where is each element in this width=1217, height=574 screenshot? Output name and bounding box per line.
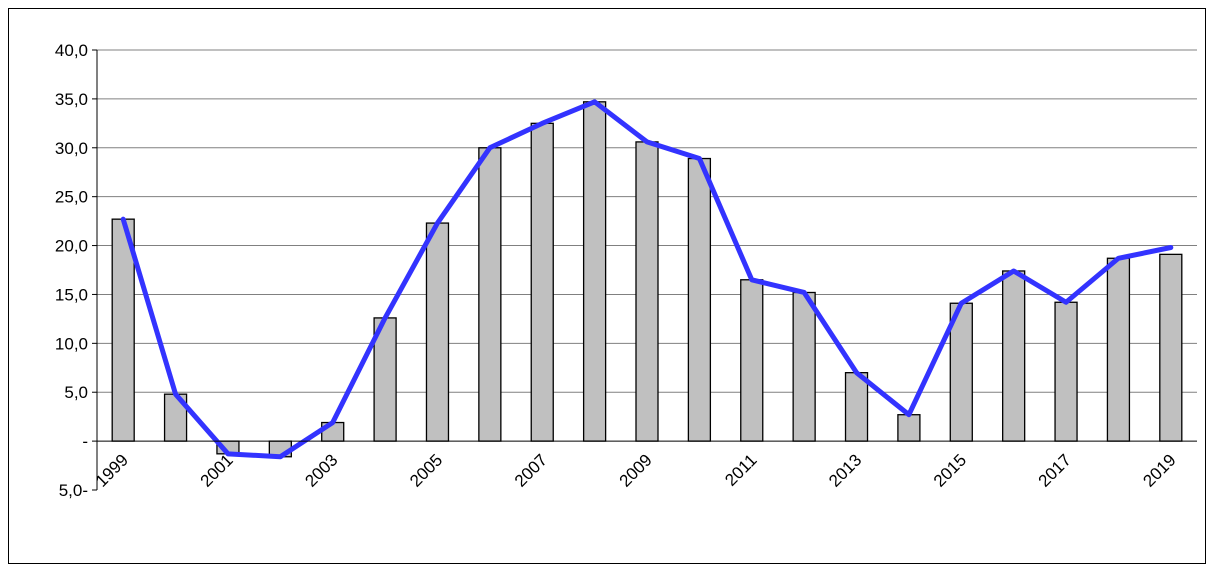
bar: [844, 372, 869, 442]
x-tick-label: 2019: [1139, 451, 1179, 491]
bar: [478, 147, 502, 442]
x-tick-label: 2009: [616, 451, 656, 491]
y-tick-label: 10,0: [55, 334, 88, 353]
y-tick-label: 30,0: [55, 139, 88, 158]
x-tick-label: 1999: [92, 451, 132, 491]
bar: [897, 414, 921, 442]
y-tick-label: 15,0: [55, 285, 88, 304]
bar: [582, 101, 607, 442]
y-tick-label: 40,0: [55, 41, 88, 60]
y-tick-label: -: [82, 432, 88, 451]
x-tick-label: 2015: [930, 451, 970, 491]
bar: [1002, 270, 1026, 442]
bar: [792, 291, 816, 442]
bar-layer: [111, 101, 1183, 458]
bar: [1159, 253, 1183, 442]
bar: [740, 279, 764, 442]
y-tick-label: 25,0: [55, 188, 88, 207]
bar: [687, 157, 712, 442]
x-tick-label: 2003: [301, 451, 341, 491]
x-tick-label: 2007: [511, 451, 551, 491]
bar: [425, 222, 450, 442]
bar: [635, 141, 659, 442]
line-series: [120, 99, 1174, 460]
x-tick-label: 2013: [825, 451, 865, 491]
bar: [1106, 257, 1131, 442]
y-tick-label: 20,0: [55, 237, 88, 256]
line-layer: [120, 99, 1174, 460]
axis-layer: [92, 49, 1197, 491]
x-tick-label: 2011: [721, 451, 760, 490]
x-tick-label: 2005: [406, 451, 446, 491]
x-tick-label: 2001: [197, 451, 237, 491]
y-tick-label: 5,0-: [59, 481, 88, 500]
bar: [530, 122, 554, 442]
y-tick-label: 5,0: [64, 383, 88, 402]
x-tick-label: 2017: [1035, 451, 1075, 491]
bar: [1054, 301, 1078, 442]
y-tick-label: 35,0: [55, 90, 88, 109]
